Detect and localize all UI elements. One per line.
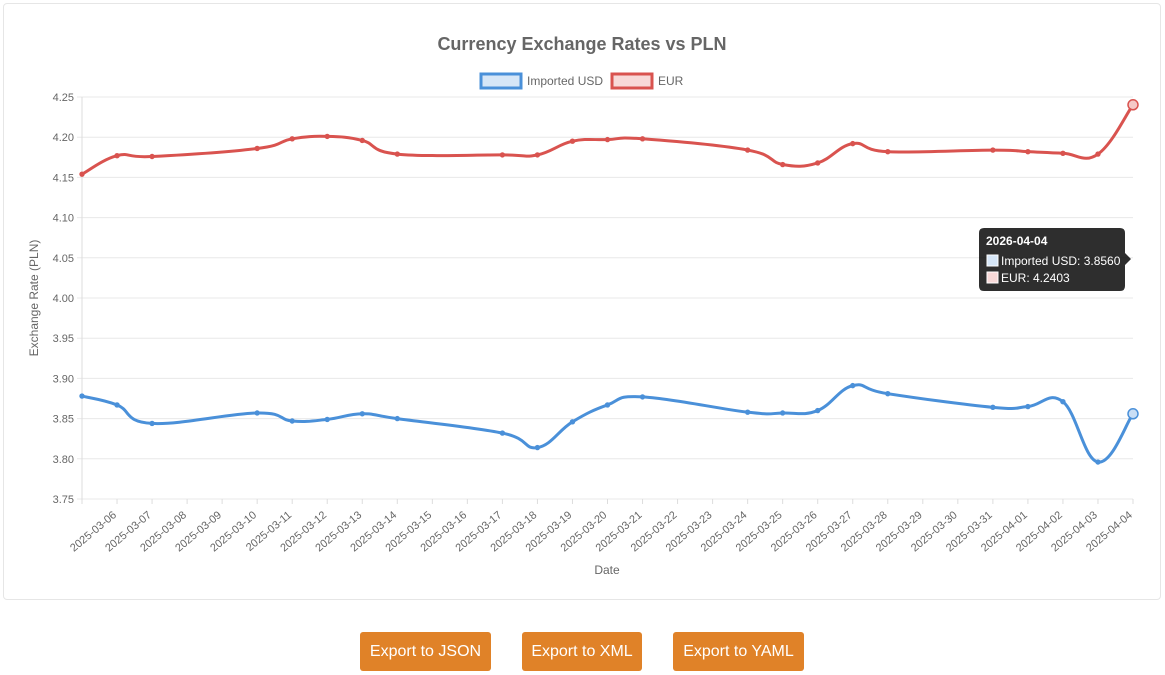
series-line-usd (80, 383, 1135, 464)
data-point-usd[interactable] (639, 394, 646, 400)
data-point-usd[interactable] (1095, 459, 1101, 465)
data-point-eur[interactable] (499, 152, 506, 158)
y-tick-label: 4.10 (53, 213, 74, 225)
data-point-eur[interactable] (885, 148, 891, 155)
legend-item-eur[interactable]: EUR (610, 72, 684, 90)
tooltip-swatch-eur (986, 271, 999, 284)
legend-swatch-eur (610, 72, 654, 90)
grid (77, 96, 1133, 504)
y-tick-label: 4.05 (53, 253, 74, 265)
y-tick-label: 3.90 (53, 373, 74, 385)
data-point-eur[interactable] (114, 152, 120, 159)
x-axis-label: Date (594, 563, 620, 577)
data-point-eur[interactable] (254, 145, 260, 152)
data-point-usd[interactable] (79, 393, 85, 399)
legend-swatch-usd (479, 72, 523, 90)
data-point-usd[interactable] (604, 402, 611, 408)
data-point-usd[interactable] (990, 404, 996, 411)
y-axis-label: Exchange Rate (PLN) (27, 240, 41, 357)
chart-card (3, 3, 1161, 600)
tooltip-line-eur: EUR: 4.2403 (1001, 271, 1070, 285)
y-axis-ticks: 3.75 3.80 3.85 3.90 3.95 4.00 4.05 4.10 4.15 4.20… (53, 92, 74, 506)
data-point-usd[interactable] (254, 410, 260, 416)
tooltip: 2026-04-04 Imported USD: 3.8560 EUR: 4.2… (979, 228, 1131, 291)
export-buttons: Export to JSON Export to XML Export to Y… (0, 632, 1165, 672)
exchange-rate-chart: Currency Exchange Rates vs PLN Imported … (27, 34, 1139, 577)
data-point-usd[interactable] (499, 430, 506, 436)
y-tick-label: 4.20 (53, 132, 74, 144)
data-point-eur[interactable] (289, 136, 295, 142)
export-xml-button[interactable]: Export to XML (522, 632, 642, 671)
y-tick-label: 3.75 (53, 494, 74, 506)
data-point-usd[interactable] (149, 420, 155, 427)
data-point-eur[interactable] (744, 147, 751, 153)
legend-item-usd[interactable]: Imported USD (479, 72, 603, 90)
data-point-usd[interactable] (289, 418, 295, 424)
y-tick-label: 4.00 (53, 293, 74, 305)
tooltip-line-usd: Imported USD: 3.8560 (1001, 254, 1121, 268)
data-point-eur[interactable] (149, 153, 155, 160)
data-point-usd[interactable] (1127, 408, 1139, 420)
export-json-button[interactable]: Export to JSON (360, 632, 491, 671)
data-point-eur[interactable] (604, 136, 611, 143)
y-tick-label: 3.85 (53, 414, 74, 426)
tooltip-swatch-usd (986, 254, 999, 267)
legend-label-eur: EUR (658, 74, 684, 88)
data-point-eur[interactable] (1025, 148, 1031, 155)
data-point-eur[interactable] (569, 138, 576, 144)
data-point-usd[interactable] (744, 409, 751, 415)
series-layer (79, 99, 1139, 465)
data-point-eur[interactable] (639, 136, 646, 142)
data-point-eur[interactable] (815, 160, 821, 166)
data-point-eur[interactable] (359, 137, 365, 144)
y-tick-label: 4.25 (53, 92, 74, 104)
data-point-eur[interactable] (1127, 99, 1139, 111)
data-point-usd[interactable] (1060, 399, 1066, 405)
tooltip-box (979, 228, 1131, 291)
data-point-eur[interactable] (534, 152, 541, 158)
y-tick-label: 3.95 (53, 333, 74, 345)
data-point-eur[interactable] (1060, 150, 1066, 156)
x-axis-ticks: 2025-03-062025-03-072025-03-082025-03-09… (68, 499, 1135, 554)
data-point-eur[interactable] (1095, 151, 1101, 157)
data-point-usd[interactable] (534, 444, 541, 451)
export-yaml-button[interactable]: Export to YAML (673, 632, 804, 671)
data-point-usd[interactable] (850, 382, 856, 389)
data-point-usd[interactable] (394, 415, 400, 422)
data-point-eur[interactable] (324, 133, 330, 140)
chart-title: Currency Exchange Rates vs PLN (437, 34, 726, 54)
data-point-eur[interactable] (79, 171, 85, 177)
data-point-usd[interactable] (1025, 403, 1031, 410)
data-point-eur[interactable] (990, 147, 996, 153)
data-point-eur[interactable] (779, 161, 786, 168)
tooltip-title: 2026-04-04 (986, 234, 1048, 248)
data-point-usd[interactable] (885, 390, 891, 397)
data-point-eur[interactable] (850, 140, 856, 147)
data-point-usd[interactable] (359, 411, 365, 417)
data-point-usd[interactable] (569, 419, 576, 425)
data-point-usd[interactable] (114, 402, 120, 408)
legend-label-usd: Imported USD (527, 74, 603, 88)
legend: Imported USD EUR (479, 72, 684, 90)
y-tick-label: 3.80 (53, 454, 74, 466)
y-tick-label: 4.15 (53, 172, 74, 184)
data-point-usd[interactable] (324, 416, 330, 423)
data-point-eur[interactable] (394, 151, 400, 157)
data-point-usd[interactable] (815, 407, 821, 414)
data-point-usd[interactable] (779, 410, 786, 416)
